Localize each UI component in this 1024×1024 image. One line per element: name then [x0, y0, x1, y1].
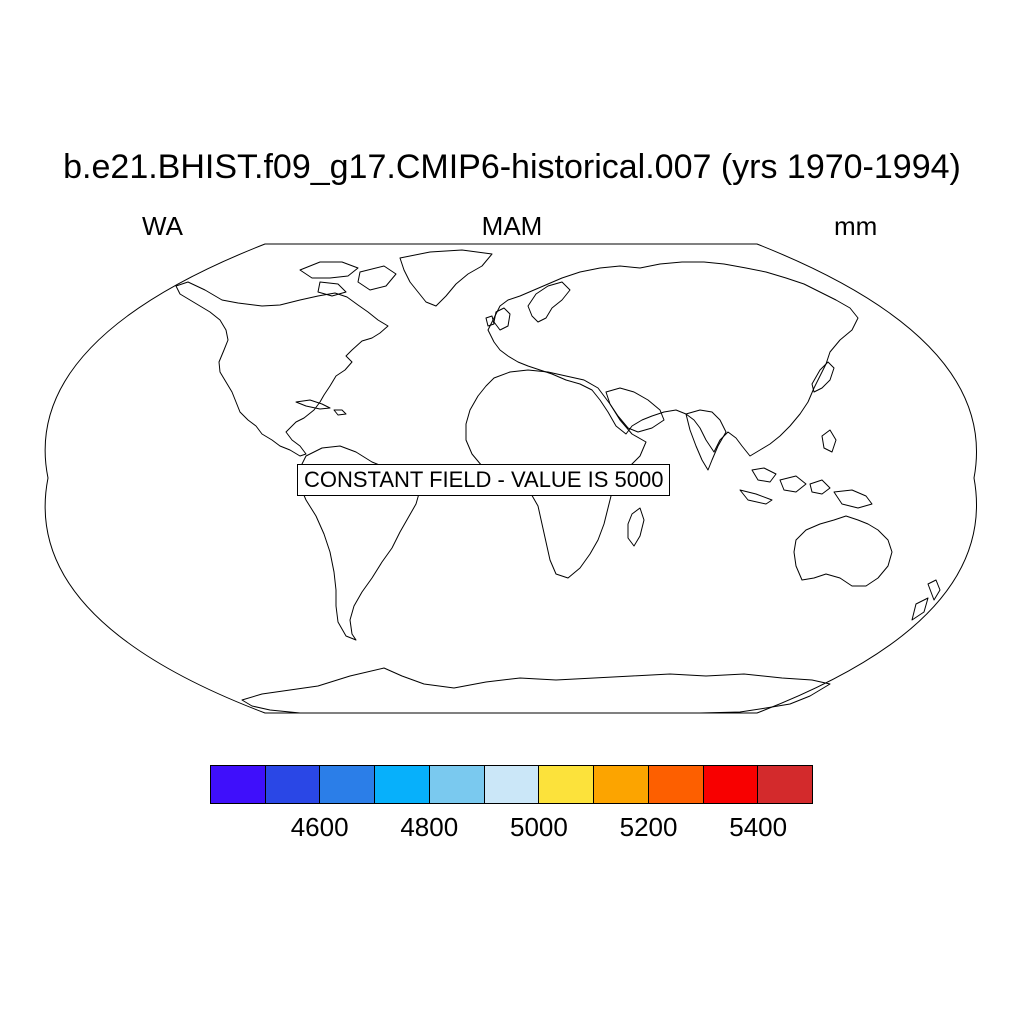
coastline-india [685, 409, 727, 471]
colorbar-box-10 [758, 766, 813, 803]
coastline-arabia [605, 387, 665, 433]
coastline-greenland [399, 249, 493, 307]
coastline-north-america [175, 281, 389, 457]
coastline-british-isles [485, 307, 511, 331]
colorbar-box-7 [594, 766, 649, 803]
coastline-caribbean [295, 399, 347, 416]
coastline-maritime-asia [739, 429, 873, 509]
colorbar-box-4 [429, 766, 485, 803]
colorbar-box-5 [484, 766, 540, 803]
colorbar-box-3 [375, 766, 430, 803]
colorbar-box-1 [265, 766, 321, 803]
coastline-japan [811, 361, 835, 393]
colorbar-label-4: 5400 [729, 812, 788, 842]
coastline-eurasia [487, 261, 859, 457]
plot-title: b.e21.BHIST.f09_g17.CMIP6-historical.007… [63, 148, 961, 186]
units-string: mm [834, 211, 878, 241]
coastline-scandinavia [527, 281, 571, 323]
center-string: MAM [481, 211, 543, 241]
colorbar-box-6 [539, 766, 595, 803]
coastline-antarctica [241, 667, 831, 714]
colorbar-box-8 [648, 766, 704, 803]
colorbar-box-9 [703, 766, 759, 803]
map-boundary [44, 243, 978, 714]
colorbar [210, 765, 813, 804]
constant-field-label: CONSTANT FIELD - VALUE IS 5000 [297, 464, 671, 496]
colorbar-box-0 [211, 766, 266, 803]
colorbar-label-1: 4800 [400, 812, 459, 842]
colorbar-label-3: 5200 [619, 812, 678, 842]
coastline-australia [793, 515, 893, 587]
colorbar-box-2 [320, 766, 376, 803]
coastline-arctic-islands [299, 261, 397, 297]
coastline-new-zealand [911, 579, 941, 621]
coastline-africa [465, 369, 647, 579]
left-string: WA [142, 211, 183, 241]
colorbar-label-2: 5000 [509, 812, 568, 842]
colorbar-label-0: 4600 [290, 812, 349, 842]
coastline-madagascar [627, 507, 645, 547]
